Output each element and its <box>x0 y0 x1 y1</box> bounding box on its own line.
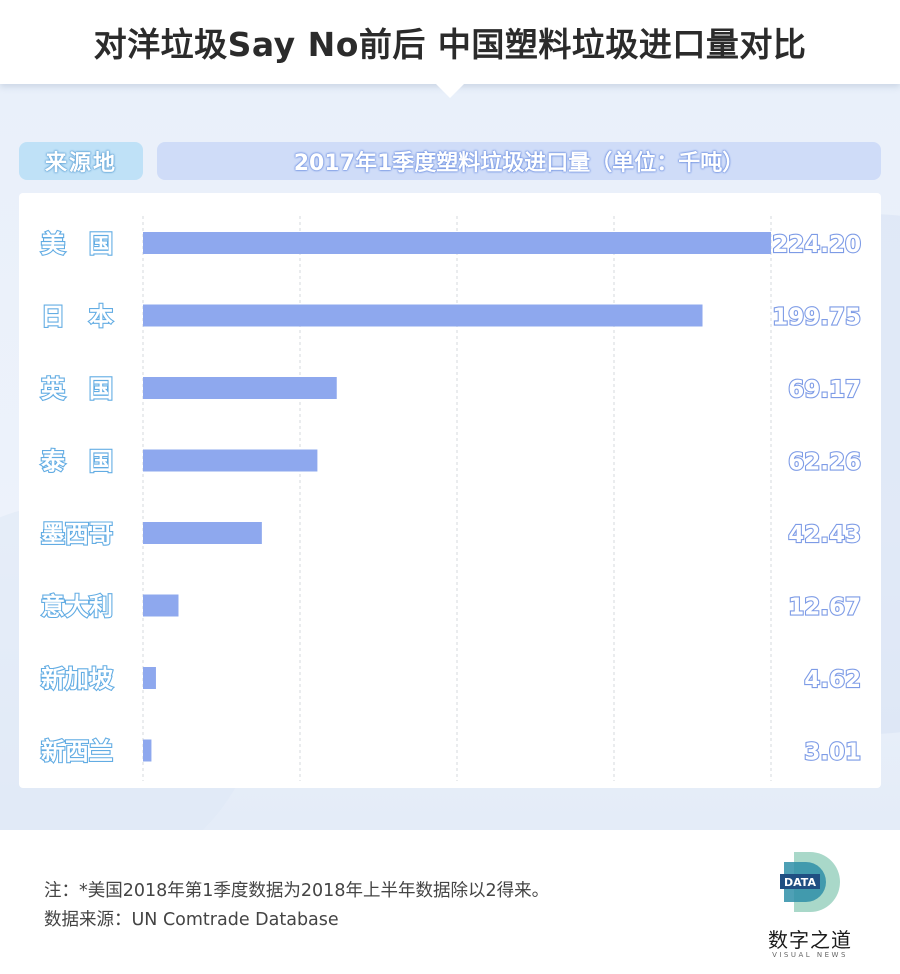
footnote: 注：*美国2018年第1季度数据为2018年上半年数据除以2得来。 <box>44 881 550 901</box>
category-label: 泰 国 <box>41 448 113 476</box>
bar <box>143 377 337 399</box>
chart-card: 美 国 224.20 日 本 199.75 英 国 69.17 泰 国 62.26 墨西哥 42.… <box>19 193 881 788</box>
page-title: 对洋垃圾Say No前后 中国塑料垃圾进口量对比 <box>93 25 807 64</box>
brand-logo: DATA 数字之道 VISUAL NEWS <box>760 850 860 968</box>
value-label: 4.62 <box>804 667 861 693</box>
data-source: 数据来源：UN Comtrade Database <box>44 910 339 930</box>
logo-badge <box>780 874 820 889</box>
logo-name: 数字之道 <box>768 928 852 952</box>
category-label: 墨西哥 <box>41 520 113 548</box>
category-label: 新加坡 <box>41 665 113 693</box>
category-label: 意大利 <box>41 593 113 621</box>
bar-chart: 美 国 224.20 日 本 199.75 英 国 69.17 泰 国 62.26 墨西哥 42.… <box>40 216 862 781</box>
bar <box>143 232 771 254</box>
logo-subtitle: VISUAL NEWS <box>772 951 848 959</box>
bar <box>143 304 703 327</box>
value-label: 62.26 <box>788 450 861 476</box>
bar <box>143 739 152 762</box>
title-bar: 对洋垃圾Say No前后 中国塑料垃圾进口量对比 <box>0 0 900 84</box>
data-logo-icon: DATA <box>780 852 840 912</box>
bar <box>143 667 156 689</box>
source-column-header: 来源地 <box>19 142 143 180</box>
title-notch <box>434 82 466 98</box>
category-label: 美 国 <box>41 230 113 258</box>
category-label: 英 国 <box>41 375 113 403</box>
value-label: 3.01 <box>804 740 861 766</box>
bar <box>143 594 179 617</box>
category-label: 日 本 <box>41 303 113 331</box>
value-label: 224.20 <box>772 232 861 258</box>
value-label: 69.17 <box>788 377 861 403</box>
bar <box>143 449 318 472</box>
value-label: 12.67 <box>788 595 861 621</box>
value-label: 199.75 <box>772 305 861 331</box>
value-label: 42.43 <box>788 522 861 548</box>
value-column-header: 2017年1季度塑料垃圾进口量（单位：千吨） <box>157 142 881 180</box>
category-label: 新西兰 <box>41 738 113 766</box>
bar <box>143 522 262 544</box>
logo-badge-text: DATA <box>784 876 816 889</box>
